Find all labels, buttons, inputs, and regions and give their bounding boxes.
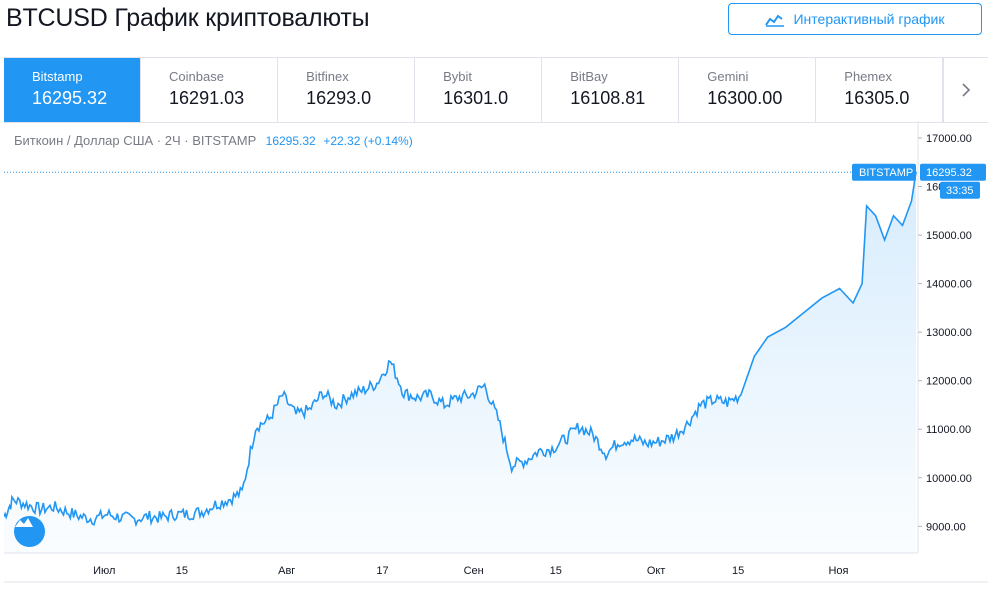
tab-bybit[interactable]: Bybit 16301.0 xyxy=(415,58,543,122)
tab-price: 16301.0 xyxy=(443,88,509,108)
legend-price: 16295.32 xyxy=(265,134,316,148)
tab-name: Gemini xyxy=(707,69,749,84)
exchange-tabs: Bitstamp 16295.32 Coinbase 16291.03 Bitf… xyxy=(4,57,988,123)
y-tick-label: 10000.00 xyxy=(926,473,972,485)
price-area xyxy=(4,172,916,553)
x-tick-label: Ноя xyxy=(828,565,848,577)
tab-name: Bybit xyxy=(443,69,472,84)
tab-coinbase[interactable]: Coinbase 16291.03 xyxy=(141,58,279,122)
exchange-tag-bg xyxy=(852,163,916,181)
interactive-chart-button[interactable]: Интерактивный график xyxy=(728,3,982,35)
price-chart[interactable]: 9000.00 10000.00 11000.00 12000.00 13000.00 1… xyxy=(4,121,988,593)
exchange-tag: BITSTAMP xyxy=(859,167,913,179)
y-tick-label: 14000.00 xyxy=(926,279,972,291)
tab-name: Phemex xyxy=(844,69,892,84)
tab-gemini[interactable]: Gemini 16300.00 xyxy=(679,58,817,122)
tab-price: 16305.0 xyxy=(844,88,910,108)
x-tick-label: 15 xyxy=(176,565,188,577)
x-tick-label: 17 xyxy=(376,565,388,577)
legend-change: +22.32 (+0.14%) xyxy=(323,134,413,148)
y-tick-label: 15000.00 xyxy=(926,230,972,242)
x-tick-label: Сен xyxy=(464,565,484,577)
tab-price: 16300.00 xyxy=(707,88,783,108)
chevron-right-icon xyxy=(962,83,971,97)
x-tick-label: Июл xyxy=(93,565,115,577)
tab-name: Bitstamp xyxy=(32,69,83,84)
tradingview-logo-button[interactable] xyxy=(14,516,45,547)
y-tick-label: 17000.00 xyxy=(926,133,972,145)
x-tick-label: 15 xyxy=(550,565,562,577)
tab-name: Coinbase xyxy=(169,69,224,84)
x-tick-label: Окт xyxy=(647,565,666,577)
tab-price: 16295.32 xyxy=(32,88,108,108)
y-tick-label: 13000.00 xyxy=(926,327,972,339)
y-tick-label: 9000.00 xyxy=(926,521,966,533)
tab-bitfinex[interactable]: Bitfinex 16293.0 xyxy=(278,58,416,122)
chart-canvas[interactable]: 9000.00 10000.00 11000.00 12000.00 13000.00 1… xyxy=(4,121,988,593)
last-price-tags: BITSTAMP 16295.32 33:35 xyxy=(852,163,986,199)
time-axis: Июл 15 Авг 17 Сен 15 Окт 15 Ноя xyxy=(93,565,848,577)
tab-name: Bitfinex xyxy=(306,69,349,84)
chart-legend: Биткоин / Доллар США · 2Ч · BITSTAMP 162… xyxy=(14,133,413,148)
x-tick-label: 15 xyxy=(732,565,744,577)
price-tag-bg xyxy=(920,163,986,181)
legend-symbol: Биткоин / Доллар США · 2Ч · BITSTAMP xyxy=(14,133,257,148)
tab-phemex[interactable]: Phemex 16305.0 xyxy=(816,58,944,122)
tab-name: BitBay xyxy=(570,69,608,84)
tab-price: 16291.03 xyxy=(169,88,245,108)
tabs-next-button[interactable] xyxy=(943,58,988,122)
countdown-tag: 33:35 xyxy=(946,185,974,197)
page-title: BTCUSD График криптовалюты xyxy=(6,4,370,32)
tradingview-logo-icon xyxy=(15,518,33,527)
interactive-chart-label: Интерактивный график xyxy=(793,11,945,27)
y-tick-label: 11000.00 xyxy=(926,424,971,436)
tab-price: 16108.81 xyxy=(570,88,646,108)
x-tick-label: Авг xyxy=(278,565,295,577)
price-line xyxy=(4,172,917,528)
tab-price: 16293.0 xyxy=(306,88,372,108)
countdown-tag-bg xyxy=(940,181,980,199)
price-tag: 16295.32 xyxy=(926,167,972,179)
y-tick-label: 12000.00 xyxy=(926,376,972,388)
tab-bitbay[interactable]: BitBay 16108.81 xyxy=(542,58,680,122)
chart-line-icon xyxy=(765,14,785,27)
tab-bitstamp[interactable]: Bitstamp 16295.32 xyxy=(4,58,142,122)
